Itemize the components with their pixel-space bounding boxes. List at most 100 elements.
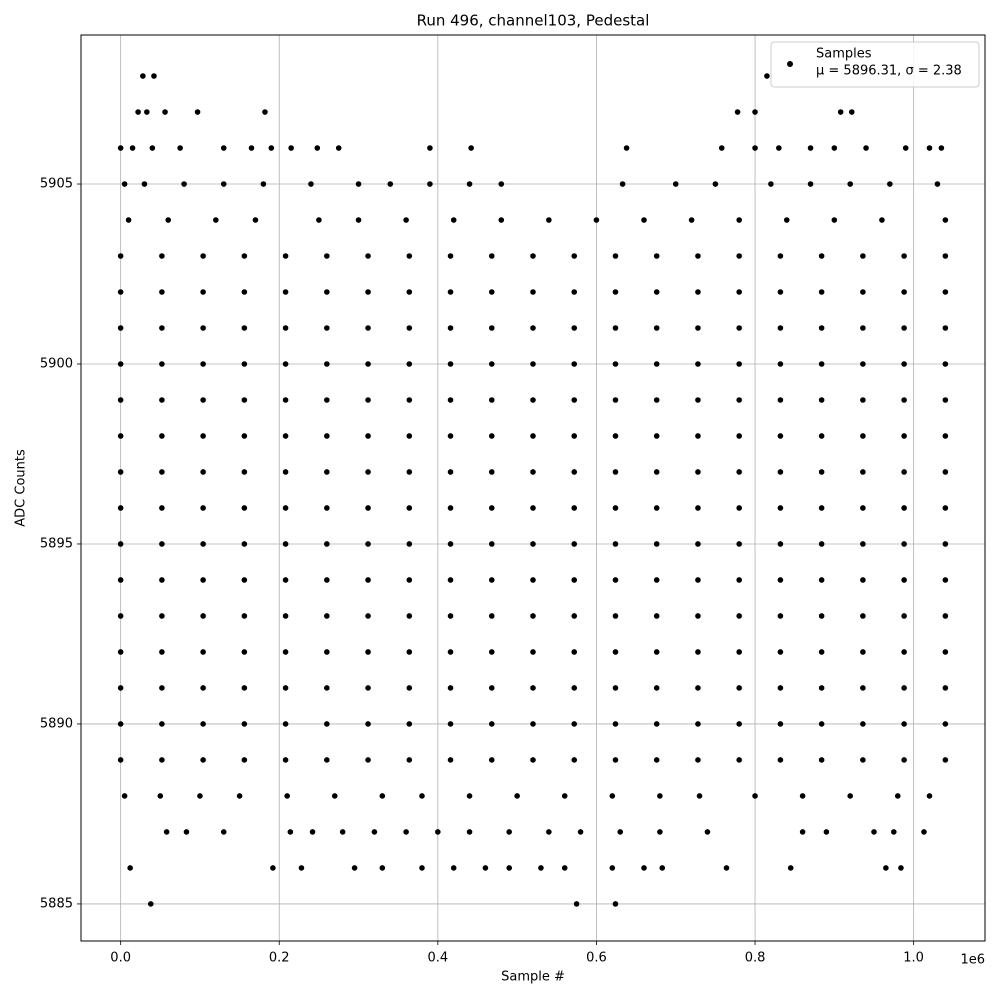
point [609,865,616,871]
point [331,793,338,799]
point [653,577,660,583]
point [387,181,394,187]
point [200,505,206,511]
point [696,793,703,799]
point [117,397,124,403]
point [365,649,371,655]
point [818,685,825,691]
point [488,541,495,547]
point [200,577,206,583]
point [241,577,248,583]
point [860,289,866,295]
point [860,505,866,511]
point [736,757,742,763]
point [695,433,701,439]
point [159,613,165,619]
point [818,649,825,655]
point [561,793,568,799]
point [942,361,949,367]
point [200,433,206,439]
point [777,541,784,547]
point [282,685,289,691]
point [117,145,124,151]
point [934,181,941,187]
point [324,613,330,619]
point [282,505,289,511]
point [282,649,289,655]
point [871,829,877,835]
point [351,865,358,871]
point [282,433,289,439]
point [695,325,701,331]
point [736,721,742,727]
point [860,433,866,439]
point [818,541,825,547]
point [777,613,784,619]
point [406,613,413,619]
point [379,865,386,871]
point [860,685,866,691]
point [530,469,536,475]
point [324,397,330,403]
point [695,685,701,691]
point [777,253,784,259]
point [612,577,619,583]
point [241,757,248,763]
point [942,505,949,511]
point [241,361,248,367]
point [619,181,626,187]
point [863,145,869,151]
point [200,685,206,691]
y-axis-label: ADC Counts [14,449,29,527]
point [818,361,825,367]
point [157,793,164,799]
point [379,793,386,799]
point [777,505,784,511]
x-tick-label: 0.4 [427,951,448,966]
point [901,721,907,727]
x-tick-label: 0.8 [745,951,766,966]
point [284,793,290,799]
point [612,253,619,259]
point [282,721,289,727]
point [860,325,866,331]
point [324,289,330,295]
x-tick-label: 0.6 [586,951,607,966]
point [546,829,552,835]
point [488,721,495,727]
point [200,649,206,655]
point [901,289,907,295]
point [901,253,907,259]
point [435,829,441,835]
point [200,541,206,547]
point [571,757,578,763]
point [831,217,838,223]
point [403,829,409,835]
point [653,325,660,331]
x-tick-label: 1.0 [903,951,924,966]
point [365,685,371,691]
point [942,613,949,619]
point [159,253,165,259]
point [530,289,536,295]
point [777,685,784,691]
point [241,325,248,331]
chart-title: Run 496, channel103, Pedestal [417,12,650,30]
point [612,325,619,331]
point [653,505,660,511]
point [653,433,660,439]
point [898,865,904,871]
legend-note: μ = 5896.31, σ = 2.38 [816,64,962,79]
point [159,541,165,547]
point [688,217,695,223]
x-offset-label: 1e6 [960,953,985,968]
point [365,541,371,547]
point [894,793,901,799]
point [695,361,701,367]
point [901,505,907,511]
point [447,397,454,403]
grid [81,35,985,941]
point [653,253,660,259]
point [324,253,330,259]
point [324,721,330,727]
